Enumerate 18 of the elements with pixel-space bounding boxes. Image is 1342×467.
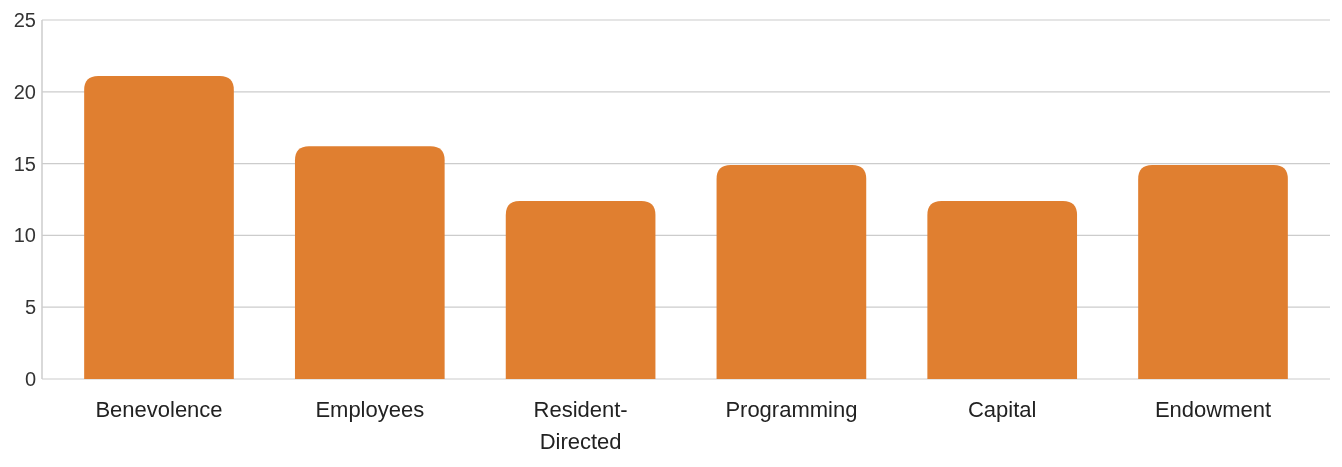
bar [294,146,445,379]
x-tick-label: Resident-Directed [533,397,628,454]
x-tick-label: Capital [967,397,1037,422]
bar [505,200,656,379]
x-tick-label: Employees [315,397,425,422]
y-tick-label: 10 [13,224,36,247]
y-tick-label: 25 [13,9,36,31]
bar [1138,165,1288,379]
bar [927,200,1078,379]
bar [84,76,234,379]
y-tick-label: 0 [24,368,36,390]
y-tick-label: 5 [24,296,36,319]
x-tick-label: Endowment [1154,397,1272,422]
y-tick-label: 20 [13,80,36,103]
x-tick-label: Programming [725,397,858,422]
bar [716,165,867,379]
y-tick-label: 15 [13,152,36,175]
x-tick-label: Benevolence [95,397,223,422]
